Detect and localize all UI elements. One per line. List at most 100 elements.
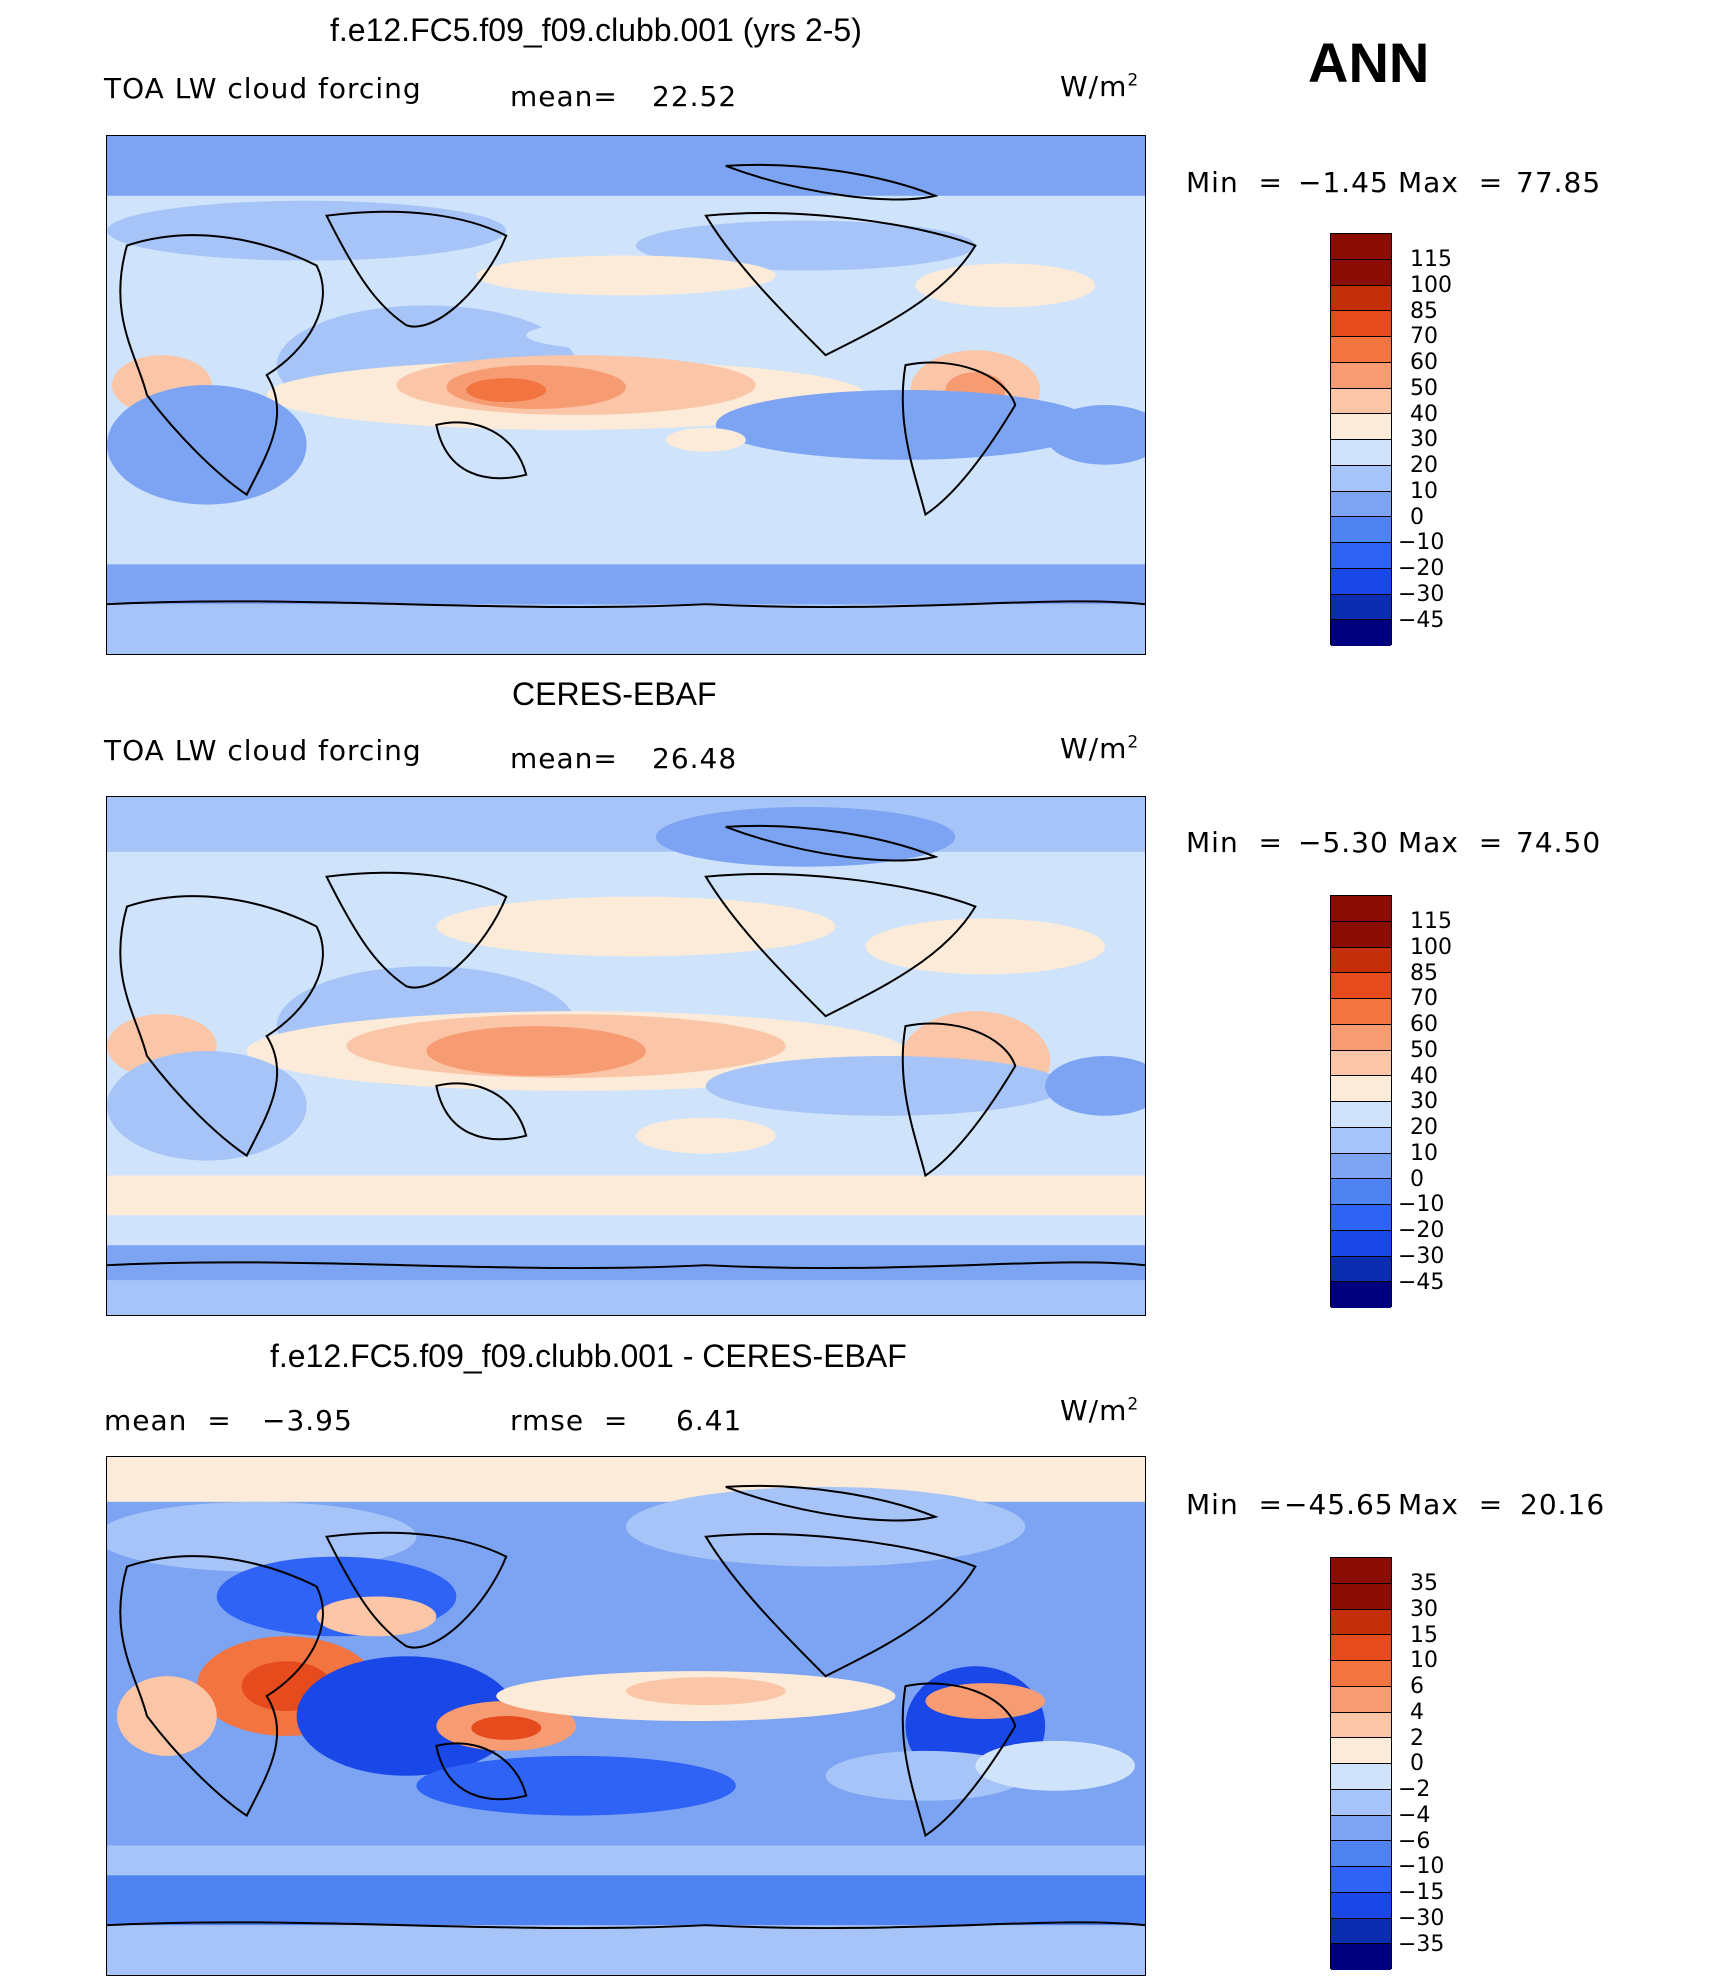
colorbar-segment (1331, 543, 1391, 569)
colorbar-segment (1331, 1609, 1391, 1636)
colorbar-tick-label: −45 (1398, 1269, 1445, 1295)
panel3-unit: W/m2 (1060, 1394, 1140, 1427)
colorbar-segment (1331, 1153, 1391, 1180)
colorbar-tick-label: 100 (1410, 272, 1452, 298)
panel2-min-label: Min = (1186, 826, 1283, 859)
colorbar-tick-label: 115 (1410, 909, 1452, 934)
panel2-heatmap (107, 797, 1145, 1315)
colorbar-segment (1331, 999, 1391, 1025)
panel1-mean-value: 22.52 (652, 80, 738, 113)
colorbar-tick-label: −10 (1398, 1192, 1445, 1218)
colorbar-tick-label: 4 (1410, 1699, 1424, 1725)
colorbar-tick-label: 40 (1410, 401, 1438, 427)
colorbar-segment (1331, 1892, 1391, 1919)
colorbar-segment (1331, 1127, 1391, 1154)
colorbar-segment (1331, 594, 1391, 621)
colorbar-tick-label: 60 (1410, 350, 1438, 375)
colorbar-segment (1331, 973, 1391, 999)
colorbar-segment (1331, 414, 1391, 440)
colorbar-tick-label: 0 (1410, 504, 1424, 530)
colorbar-segment (1331, 1179, 1391, 1205)
colorbar-segment (1331, 1815, 1391, 1842)
colorbar-tick-label: 10 (1410, 1140, 1438, 1166)
colorbar-tick-label: 85 (1410, 960, 1438, 986)
colorbar-segment (1331, 1102, 1391, 1128)
panel1-colorbar (1330, 233, 1392, 646)
colorbar-tick-label: 115 (1410, 247, 1452, 272)
colorbar-tick-label: −20 (1398, 1218, 1445, 1243)
colorbar-tick-label: −10 (1398, 1854, 1445, 1880)
colorbar-segment (1331, 1841, 1391, 1867)
colorbar-tick-label: 0 (1410, 1166, 1424, 1192)
panel3-title: f.e12.FC5.f09_f09.clubb.001 - CERES-EBAF (270, 1338, 907, 1374)
panel3-colorbar (1330, 1557, 1392, 1970)
colorbar-tick-label: 70 (1410, 324, 1438, 350)
colorbar-segment (1331, 921, 1391, 948)
panel1-max-label: Max = (1398, 166, 1504, 199)
panel2-unit: W/m2 (1060, 732, 1140, 765)
colorbar-tick-label: 85 (1410, 298, 1438, 324)
colorbar-tick-label: −30 (1398, 1243, 1445, 1269)
panel1-min-label: Min = (1186, 166, 1283, 199)
panel1-max-value: 77.85 (1516, 166, 1602, 199)
colorbar-segment (1331, 465, 1391, 492)
colorbar-tick-label: −2 (1398, 1777, 1431, 1802)
colorbar-segment (1331, 517, 1391, 543)
colorbar-tick-label: 40 (1410, 1063, 1438, 1089)
colorbar-segment (1331, 337, 1391, 363)
colorbar-segment (1331, 620, 1391, 646)
colorbar-tick-label: 15 (1410, 1622, 1438, 1648)
colorbar-segment (1331, 259, 1391, 286)
panel3-rmse-label: rmse = (510, 1404, 629, 1437)
colorbar-segment (1331, 234, 1391, 260)
panel3-min-value: −45.65 (1284, 1488, 1394, 1521)
panel2-map (106, 796, 1146, 1316)
colorbar-tick-label: 10 (1410, 478, 1438, 504)
panel1-unit: W/m2 (1060, 70, 1140, 103)
panel1-heatmap (107, 136, 1145, 654)
colorbar-tick-label: 6 (1410, 1674, 1424, 1699)
colorbar-tick-label: −10 (1398, 530, 1445, 556)
colorbar-segment (1331, 1635, 1391, 1661)
colorbar-tick-label: 30 (1410, 427, 1438, 453)
colorbar-segment (1331, 1282, 1391, 1308)
colorbar-tick-label: 30 (1410, 1596, 1438, 1622)
colorbar-segment (1331, 896, 1391, 922)
colorbar-tick-label: 35 (1410, 1571, 1438, 1596)
colorbar-tick-label: −6 (1398, 1828, 1431, 1854)
colorbar-tick-label: −4 (1398, 1802, 1431, 1828)
colorbar-segment (1331, 1867, 1391, 1893)
panel2-max-label: Max = (1398, 826, 1504, 859)
colorbar-segment (1331, 1712, 1391, 1739)
panel1-mean-label: mean= (510, 80, 618, 113)
colorbar-segment (1331, 285, 1391, 312)
colorbar-tick-label: 60 (1410, 1012, 1438, 1037)
colorbar-segment (1331, 1738, 1391, 1764)
panel1-variable-label: TOA LW cloud forcing (104, 72, 422, 105)
colorbar-segment (1331, 362, 1391, 389)
colorbar-segment (1331, 1661, 1391, 1687)
colorbar-segment (1331, 1076, 1391, 1102)
colorbar-segment (1331, 1230, 1391, 1257)
colorbar-segment (1331, 1944, 1391, 1970)
colorbar-tick-label: 10 (1410, 1648, 1438, 1674)
season-label: ANN (1308, 31, 1430, 94)
panel1-map (106, 135, 1146, 655)
colorbar-tick-label: 30 (1410, 1089, 1438, 1115)
panel1-min-value: −1.45 (1298, 166, 1389, 199)
panel3-map (106, 1456, 1146, 1976)
panel3-mean-label: mean = (104, 1404, 232, 1437)
colorbar-segment (1331, 1205, 1391, 1231)
colorbar-segment (1331, 1050, 1391, 1077)
colorbar-tick-label: 2 (1410, 1725, 1424, 1751)
panel3-mean-value: −3.95 (262, 1404, 353, 1437)
colorbar-segment (1331, 1918, 1391, 1945)
colorbar-segment (1331, 1583, 1391, 1610)
colorbar-tick-label: 100 (1410, 934, 1452, 960)
panel2-title: CERES-EBAF (512, 676, 717, 712)
colorbar-segment (1331, 1256, 1391, 1283)
panel2-max-value: 74.50 (1516, 826, 1602, 859)
panel3-heatmap (107, 1457, 1145, 1975)
colorbar-tick-label: −45 (1398, 607, 1445, 633)
colorbar-segment (1331, 947, 1391, 974)
